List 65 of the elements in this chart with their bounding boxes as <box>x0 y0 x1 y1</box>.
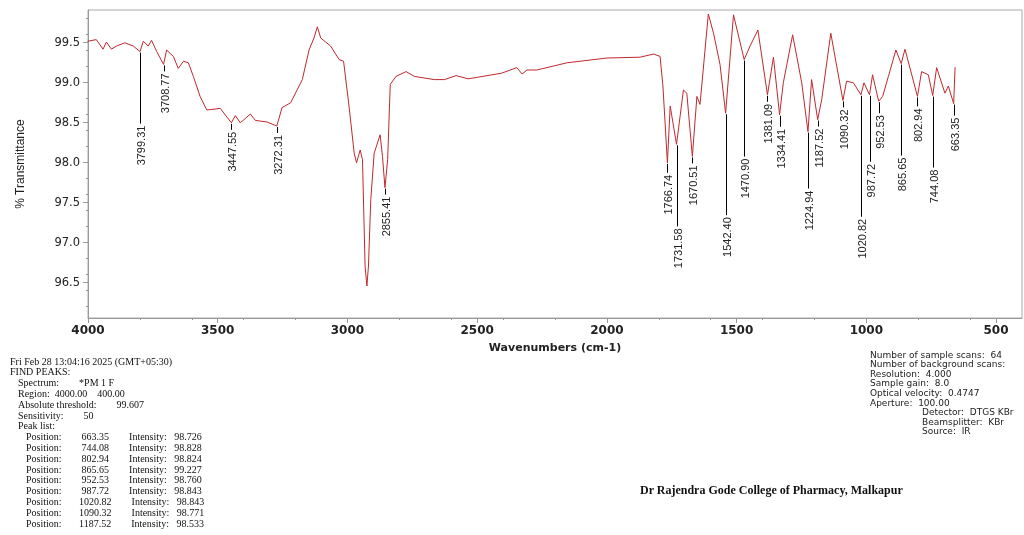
y-tick-label: 98.0 <box>54 155 80 169</box>
x-tick-label: 1500 <box>719 323 754 337</box>
annotation: 1020.82 <box>855 218 868 259</box>
annotation: 1224.94 <box>802 190 815 231</box>
annotation: 1381.09 <box>761 103 774 144</box>
annotation: 1090.32 <box>837 109 850 150</box>
text: Fri Feb 28 13:04:16 2025 (GMT+05:30) <box>10 355 173 368</box>
text: Detector: DTGS KBr <box>922 407 1014 418</box>
annotation: 1334.41 <box>774 128 787 169</box>
annotation: 3272.31 <box>271 135 284 175</box>
annotation: 1470.90 <box>738 158 751 199</box>
annotation: 3447.55 <box>225 131 238 172</box>
y-tick-label: 99.0 <box>54 75 80 89</box>
annotation: 865.65 <box>895 157 908 192</box>
annotation: 663.35 <box>948 117 961 152</box>
text: Position: 663.35 Intensity: 98.726 <box>26 431 202 443</box>
annotation: 2855.41 <box>379 196 392 237</box>
text: Number of sample scans: 64 <box>870 349 1003 360</box>
annotation: 1670.51 <box>686 165 699 206</box>
text: Position: 802.94 Intensity: 98.824 <box>26 452 202 464</box>
text: Beamsplitter: KBr <box>922 416 1005 427</box>
text: Sample gain: 8.0 <box>870 378 950 389</box>
text: Position: 865.65 Intensity: 99.227 <box>26 463 202 475</box>
x-tick-label: 3500 <box>201 323 235 337</box>
annotation: 3799.31 <box>134 125 147 166</box>
x-tick-label: 3000 <box>330 323 365 337</box>
x-tick-label: 4000 <box>71 323 105 337</box>
text: Optical velocity: 0.4747 <box>870 387 980 398</box>
source-note: Source: IR <box>922 426 971 437</box>
annotation: 1731.58 <box>671 228 684 269</box>
text: Position: 1090.32 Intensity: 98.771 <box>26 506 205 518</box>
text: Position: 744.08 Intensity: 98.828 <box>26 441 202 453</box>
text: FIND PEAKS: <box>10 366 71 378</box>
text: Aperture: 100.00 <box>870 397 950 408</box>
annotation: 952.53 <box>873 115 886 149</box>
y-tick-label: 99.5 <box>54 35 80 49</box>
text: Position: 952.53 Intensity: 98.760 <box>26 474 202 486</box>
text: Position: 1187.52 Intensity: 98.533 <box>26 517 204 529</box>
text: Resolution: 4.000 <box>870 368 952 379</box>
y-axis-title: % Transmittance <box>13 118 27 209</box>
annotation: 3708.77 <box>158 73 171 114</box>
y-tick-label: 97.0 <box>54 235 80 249</box>
x-tick-label: 1000 <box>849 323 884 337</box>
x-tick-label: 2500 <box>460 323 494 337</box>
y-tick-label: 97.5 <box>54 195 80 209</box>
text: Sensitivity: 50 <box>18 409 94 421</box>
annotation: 1187.52 <box>812 128 825 168</box>
annotation: 987.72 <box>864 163 877 198</box>
text: Region: 4000.00 400.00 <box>18 387 125 399</box>
text: Position: 1020.82 Intensity: 98.843 <box>26 495 205 507</box>
text: Position: 987.72 Intensity: 98.843 <box>26 485 202 497</box>
annotation: 744.08 <box>927 169 940 204</box>
text: Number of background scans: <box>870 359 1006 370</box>
text: Absolute threshold: 99.607 <box>18 398 145 410</box>
y-tick-label: 98.5 <box>54 115 80 129</box>
x-tick-label: 500 <box>983 323 1009 337</box>
annotation: 1542.40 <box>720 217 733 257</box>
x-axis-title: Wavenumbers (cm-1) <box>488 341 622 354</box>
annotation: 1766.74 <box>661 174 674 215</box>
text: Peak list: <box>18 420 55 432</box>
x-tick-label: 2000 <box>590 323 624 337</box>
text: Spectrum: *PM 1 F <box>18 377 115 389</box>
annotation: 802.94 <box>911 108 924 143</box>
text: Dr Rajendra Gode College of Pharmacy, Malkapur <box>640 483 904 497</box>
y-tick-label: 96.5 <box>54 275 80 289</box>
